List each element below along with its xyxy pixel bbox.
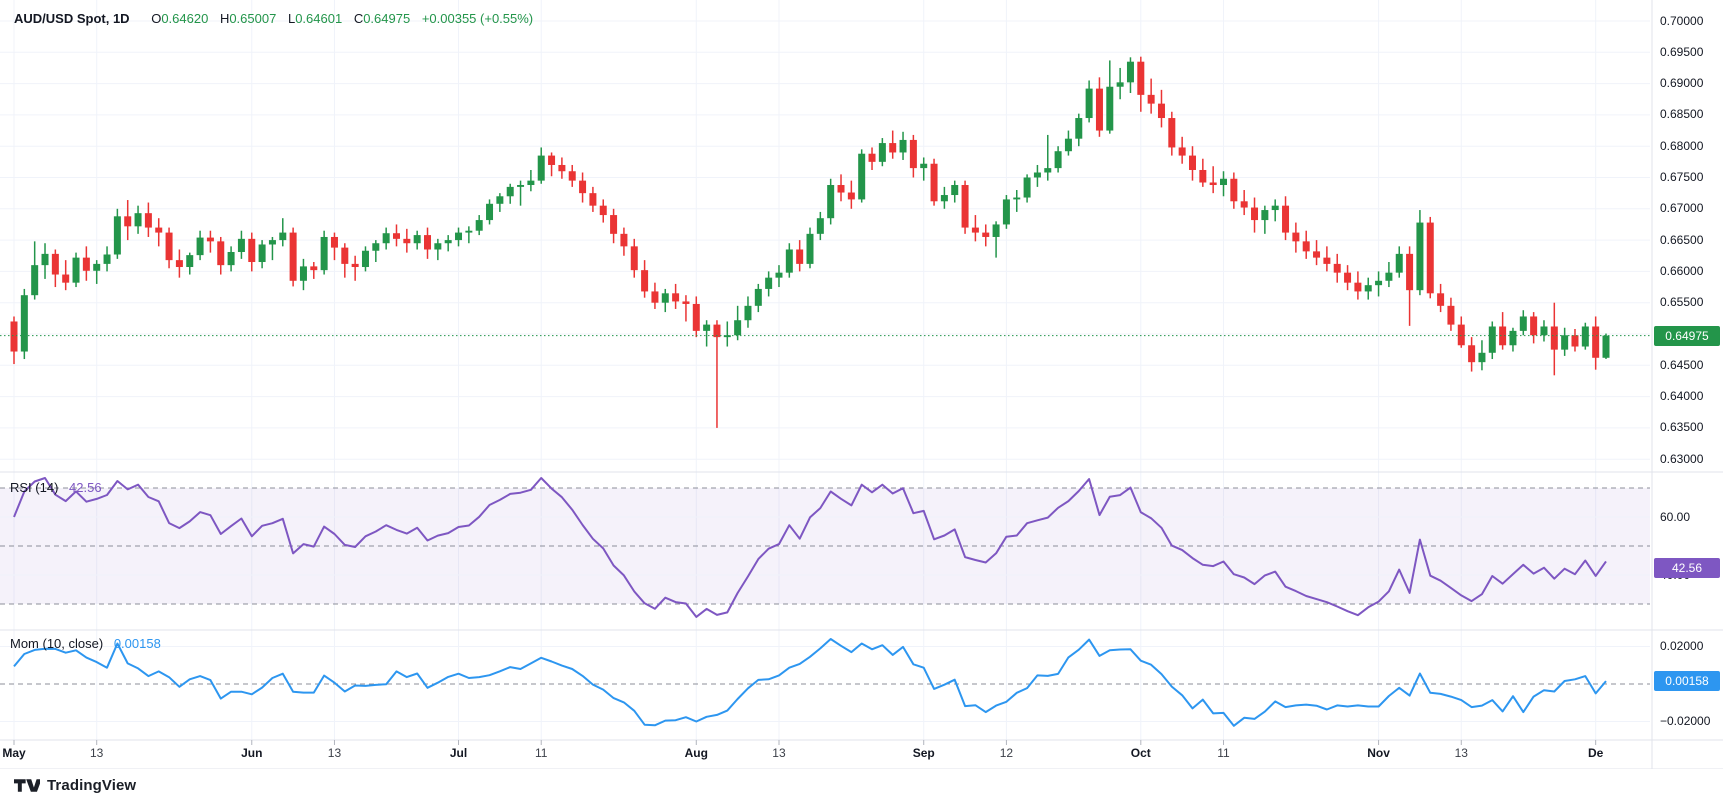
time-axis-label: Oct bbox=[1130, 746, 1151, 760]
rsi-value-badge[interactable]: 42.56 bbox=[1654, 557, 1720, 578]
tradingview-logo-text: TradingView bbox=[47, 777, 137, 794]
close-value: 0.64975 bbox=[363, 11, 411, 26]
time-axis-label: 13 bbox=[1454, 746, 1468, 760]
price-axis-label: 0.67500 bbox=[1660, 170, 1704, 184]
logo-row: TradingView bbox=[0, 769, 1723, 803]
rsi-legend-value: 42.56 bbox=[69, 480, 102, 495]
mom-legend-value: 0.00158 bbox=[113, 636, 161, 651]
price-axis-label: 0.66500 bbox=[1660, 232, 1704, 247]
price-axis-label: 0.69500 bbox=[1660, 44, 1704, 59]
mom-axis-label: −0.02000 bbox=[1660, 714, 1711, 728]
price-axis-label: 0.68000 bbox=[1660, 138, 1704, 153]
price-axis-label: 0.69000 bbox=[1660, 76, 1704, 91]
close-label: C bbox=[353, 11, 364, 26]
time-axis-label: Nov bbox=[1367, 746, 1390, 760]
change-value: +0.00355 (+0.55%) bbox=[421, 11, 534, 26]
candlestick-series bbox=[10, 56, 1610, 428]
symbol-legend[interactable]: AUD/USD Spot, 1D O0.64620 H0.65007 L0.64… bbox=[14, 11, 533, 26]
time-axis-label: Jul bbox=[449, 746, 468, 760]
time-axis-label: May bbox=[2, 746, 26, 760]
high-value: 0.65007 bbox=[229, 11, 277, 26]
rsi-legend-title: RSI (14) bbox=[10, 480, 59, 495]
mom-value-badge[interactable]: 0.00158 bbox=[1654, 671, 1720, 692]
rsi-line bbox=[13, 477, 1607, 618]
price-axis-label: 0.64000 bbox=[1660, 389, 1704, 404]
time-axis-label: 13 bbox=[327, 746, 342, 760]
time-axis-label: 11 bbox=[1217, 746, 1230, 760]
last-price-badge[interactable]: 0.64975 bbox=[1654, 325, 1720, 346]
low-value: 0.64601 bbox=[295, 11, 343, 26]
price-axis-label: 0.64500 bbox=[1660, 357, 1704, 372]
time-axis-label: Aug bbox=[684, 746, 708, 760]
time-axis-label: 12 bbox=[999, 746, 1014, 760]
tradingview-logo[interactable]: TradingView bbox=[14, 777, 136, 794]
price-axis-label: 0.66000 bbox=[1660, 263, 1704, 278]
rsi-axis-label: 60.00 bbox=[1660, 509, 1691, 524]
mom-legend[interactable]: Mom (10, close) 0.00158 bbox=[10, 636, 161, 651]
time-axis-label: Jun bbox=[241, 746, 263, 760]
low-label: L bbox=[287, 11, 296, 26]
time-axis-label: 13 bbox=[90, 746, 104, 760]
time-axis-label: 11 bbox=[534, 746, 548, 760]
mom-line bbox=[13, 638, 1607, 727]
symbol-title: AUD/USD Spot, 1D bbox=[14, 11, 130, 26]
price-axis-label: 0.67000 bbox=[1660, 201, 1704, 216]
time-axis-label: De bbox=[1587, 746, 1604, 760]
open-label: O bbox=[151, 11, 162, 26]
high-label: H bbox=[219, 11, 230, 26]
price-axis-label: 0.63000 bbox=[1660, 451, 1704, 466]
time-axis-label: 13 bbox=[772, 746, 786, 760]
rsi-legend[interactable]: RSI (14) 42.56 bbox=[10, 480, 102, 495]
time-axis-label: Sep bbox=[912, 746, 935, 760]
price-axis-label: 0.70000 bbox=[1660, 13, 1704, 28]
price-axis-label: 0.68500 bbox=[1660, 107, 1704, 122]
tradingview-logo-icon bbox=[14, 779, 40, 792]
price-axis-label: 0.63500 bbox=[1660, 420, 1704, 435]
open-value: 0.64620 bbox=[161, 11, 209, 26]
price-axis-label: 0.65500 bbox=[1660, 295, 1704, 310]
mom-axis-label: 0.02000 bbox=[1660, 639, 1704, 653]
mom-legend-title: Mom (10, close) bbox=[10, 636, 104, 651]
